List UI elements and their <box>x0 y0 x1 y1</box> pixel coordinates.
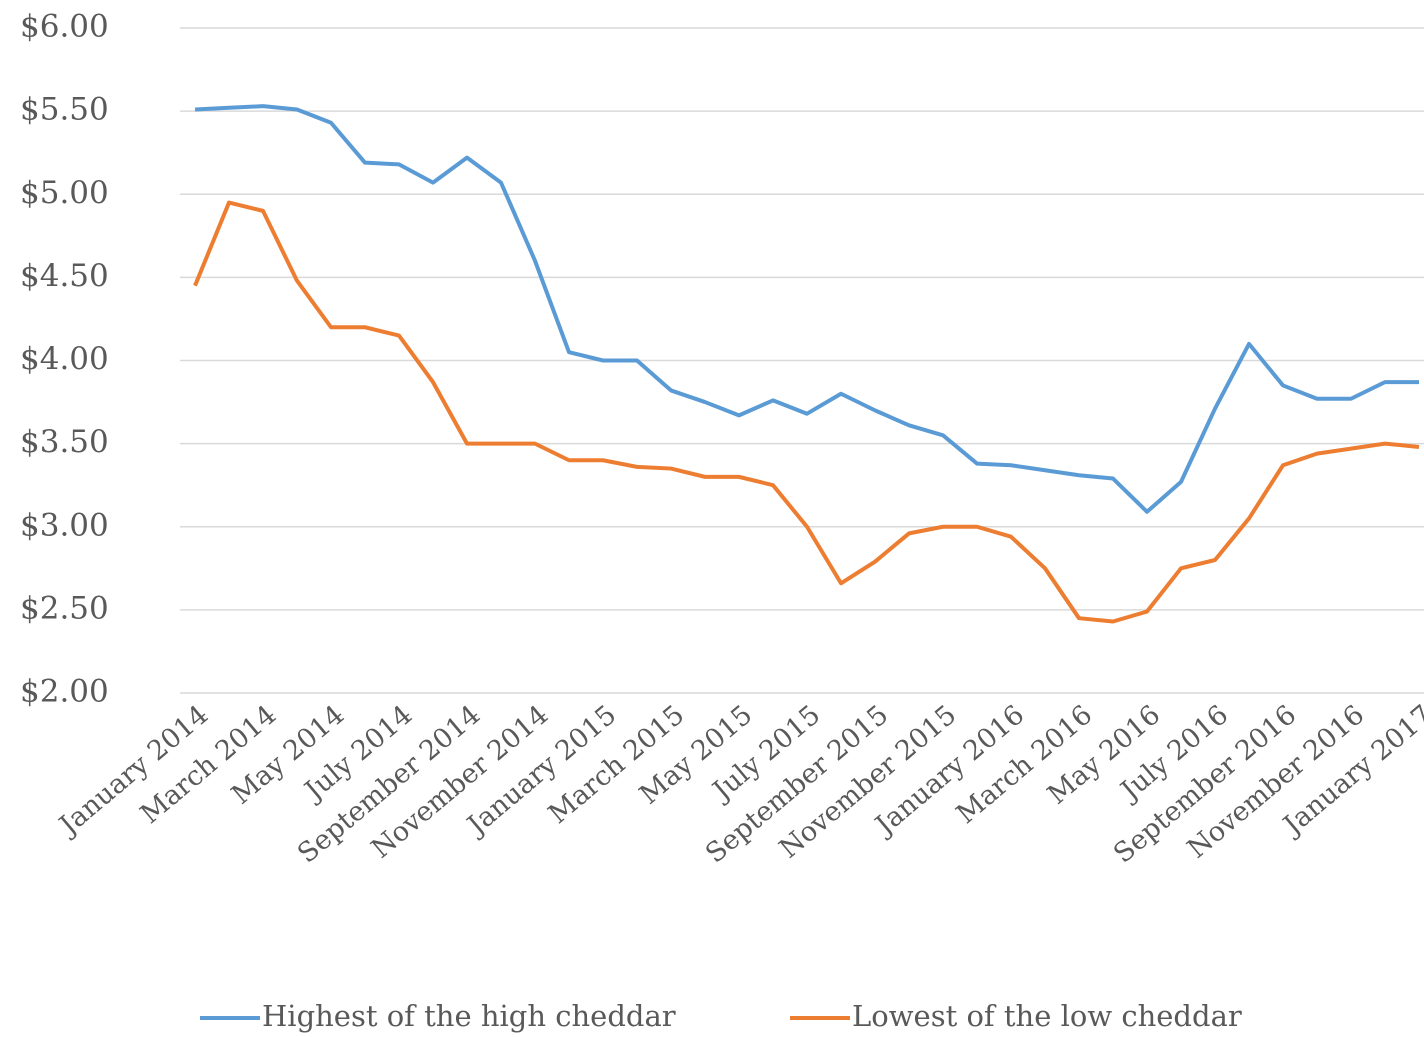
y-tick-label: $5.00 <box>20 175 109 211</box>
y-tick-label: $4.50 <box>20 258 109 294</box>
series-line <box>194 104 1419 514</box>
legend-label: Highest of the high cheddar <box>262 999 676 1033</box>
legend-label: Lowest of the low cheddar <box>852 999 1242 1033</box>
y-tick-label: $2.00 <box>20 674 109 710</box>
y-tick-label: $3.00 <box>20 507 109 543</box>
series-line <box>193 200 1420 624</box>
y-tick-label: $2.50 <box>20 590 109 626</box>
y-tick-label: $5.50 <box>20 92 109 128</box>
y-tick-label: $3.50 <box>20 424 109 460</box>
y-tick-label: $6.00 <box>20 9 109 45</box>
y-tick-label: $4.00 <box>20 341 109 377</box>
